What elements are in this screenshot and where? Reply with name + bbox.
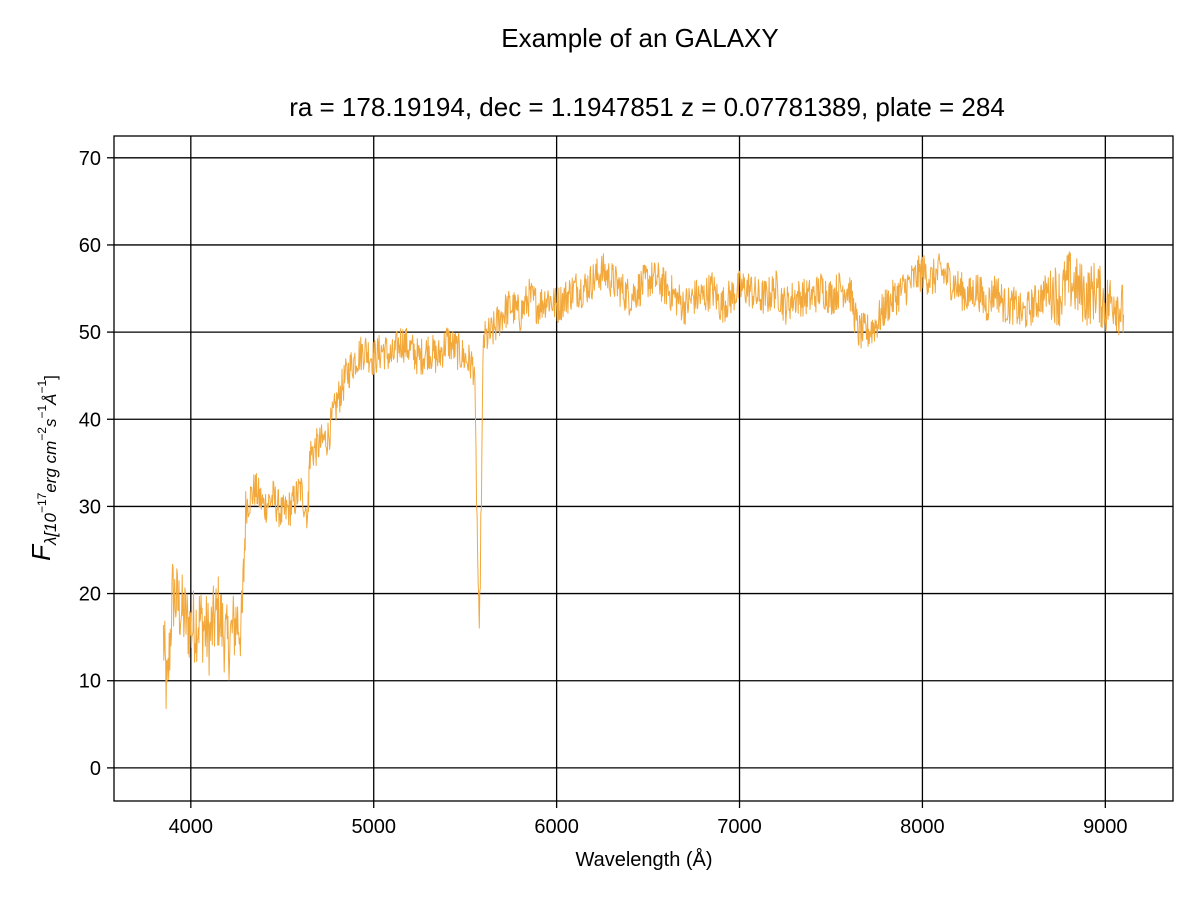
y-tick-label: 70: [79, 148, 101, 170]
y-label-main: F: [26, 543, 56, 561]
y-label-sup2: −2: [35, 427, 49, 441]
y-tick-label: 30: [79, 496, 101, 518]
plot-frame: [113, 135, 1174, 802]
x-tick-label: 4000: [169, 816, 214, 838]
y-label-mid3: Å: [41, 393, 60, 405]
y-label-mid: erg cm: [41, 441, 60, 493]
y-label-mid2: s: [41, 418, 60, 427]
y-tick-label: 40: [79, 409, 101, 431]
chart-title: ra = 178.19194, dec = 1.1947851 z = 0.07…: [289, 92, 1005, 122]
y-tick-label: 50: [79, 322, 101, 344]
y-label-end: ]: [41, 375, 60, 380]
x-tick-label: 7000: [717, 816, 762, 838]
y-label-sup4: −1: [35, 379, 49, 393]
y-label-sup1: −17: [35, 492, 49, 513]
y-axis-label: Fλ[10−17erg cm−2s−1Å−1]: [26, 375, 60, 561]
series-layer: [162, 251, 1125, 710]
spectrum-series-line: [162, 251, 1125, 710]
y-label-sub: λ[10: [41, 512, 60, 546]
y-tick-label: 60: [79, 235, 101, 257]
y-tick-label: 20: [79, 584, 101, 606]
y-tick-label: 0: [90, 758, 101, 780]
y-label-sup3: −1: [35, 405, 49, 419]
grid: [114, 136, 1173, 801]
x-tick-label: 6000: [534, 816, 579, 838]
x-tick-label: 8000: [900, 816, 945, 838]
ticks: 4000 5000 6000 7000 8000 9000 0 10 20 30 40 50 60 70: [79, 148, 1128, 838]
x-axis-label: Wavelength (Å): [575, 848, 712, 871]
x-tick-label: 9000: [1083, 816, 1128, 838]
x-tick-label: 5000: [351, 816, 396, 838]
chart-suptitle: Example of an GALAXY: [501, 23, 778, 53]
y-tick-label: 10: [79, 671, 101, 693]
